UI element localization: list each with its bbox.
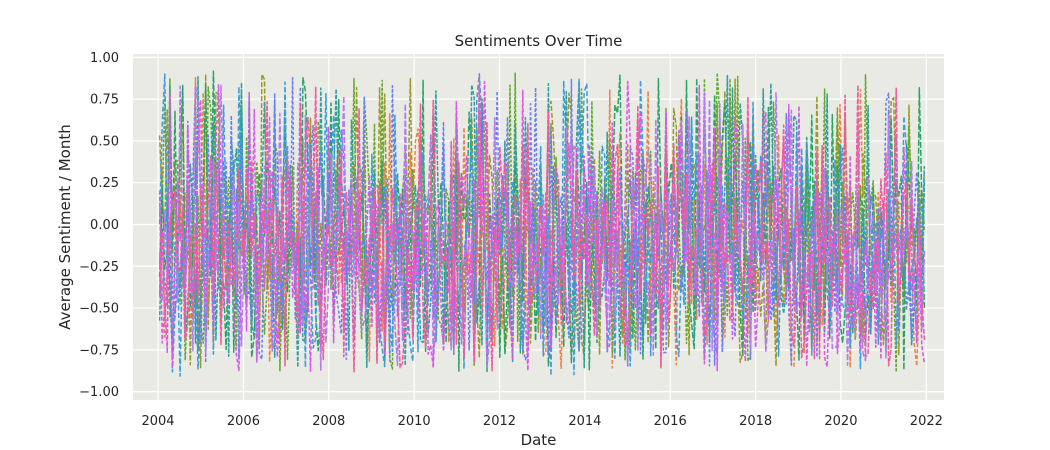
x-tick-label: 2018 <box>739 414 772 429</box>
x-tick-label: 2020 <box>824 414 857 429</box>
chart-title: Sentiments Over Time <box>455 32 623 50</box>
x-ticks: 2004 2006 2008 2010 2012 2014 2016 2018 2020 2022 <box>141 414 942 429</box>
x-tick-label: 2022 <box>910 414 943 429</box>
y-tick-label: −1.00 <box>79 385 119 400</box>
x-tick-label: 2006 <box>227 414 260 429</box>
y-ticks: 1.00 0.75 0.50 0.25 0.00 −0.25 −0.50 −0.75 −1.00 <box>79 51 119 400</box>
y-tick-label: 1.00 <box>90 51 119 66</box>
y-axis-label: Average Sentiment / Month <box>56 124 74 330</box>
y-tick-label: 0.00 <box>90 218 119 233</box>
y-tick-label: 0.75 <box>90 93 119 108</box>
y-tick-label: 0.25 <box>90 176 119 191</box>
x-tick-label: 2010 <box>398 414 431 429</box>
series-line <box>158 84 926 371</box>
x-tick-label: 2008 <box>312 414 345 429</box>
y-tick-label: −0.75 <box>79 343 119 358</box>
x-tick-label: 2012 <box>483 414 516 429</box>
x-tick-label: 2016 <box>654 414 687 429</box>
x-axis-label: Date <box>521 431 557 449</box>
series-line <box>158 75 926 373</box>
y-tick-label: 0.50 <box>90 134 119 149</box>
y-tick-label: −0.50 <box>79 302 119 317</box>
x-tick-label: 2014 <box>568 414 601 429</box>
x-tick-label: 2004 <box>141 414 174 429</box>
series-layer <box>158 70 926 377</box>
y-tick-label: −0.25 <box>79 260 119 275</box>
